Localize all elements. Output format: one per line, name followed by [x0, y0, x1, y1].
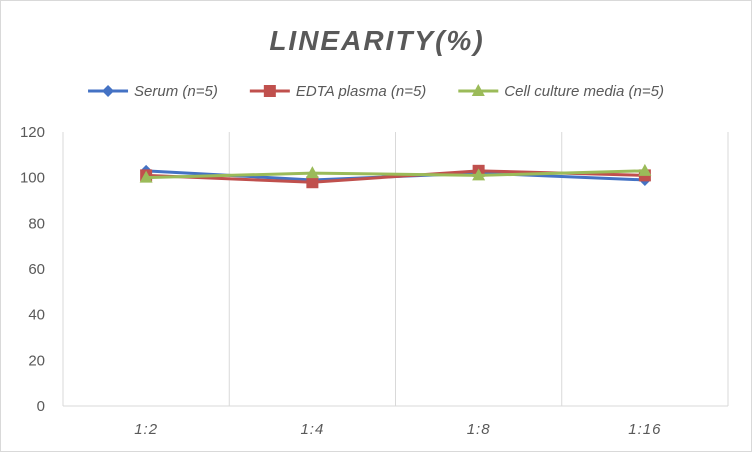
- legend-item-2: EDTA plasma (n=5): [249, 83, 426, 100]
- legend-label: EDTA plasma (n=5): [296, 83, 426, 100]
- legend-item-1: Serum (n=5): [88, 83, 218, 100]
- y-tick-label: 0: [37, 398, 45, 415]
- x-tick-label: 1:4: [300, 421, 324, 438]
- y-tick-label: 40: [28, 307, 45, 324]
- x-tick-label: 1:8: [467, 421, 491, 438]
- y-tick-label: 20: [28, 352, 45, 369]
- series-line: [146, 169, 645, 180]
- legend-marker: [102, 85, 115, 97]
- legend: Serum (n=5) EDTA plasma (n=5) Cell culture…: [88, 83, 664, 100]
- x-tick-label: 1:16: [628, 421, 661, 438]
- y-tick-label: 80: [28, 215, 45, 232]
- y-tick-label: 100: [20, 170, 45, 187]
- legend-label: Serum (n=5): [134, 83, 218, 100]
- x-axis-ticks: 1:2 1:4 1:8 1:16: [134, 421, 661, 438]
- legend-label: Cell culture media (n=5): [504, 83, 664, 100]
- series-3: [139, 163, 652, 183]
- y-tick-label: 60: [28, 261, 45, 278]
- data-point: [472, 168, 486, 181]
- chart-title: LINEARITY(%): [269, 25, 484, 56]
- y-tick-label: 120: [20, 124, 45, 141]
- legend-marker: [471, 84, 485, 96]
- data-point: [306, 176, 319, 189]
- x-tick-label: 1:2: [134, 421, 158, 438]
- data-point: [305, 166, 319, 179]
- series-lines: [139, 163, 652, 189]
- data-point: [638, 163, 652, 176]
- legend-item-3: Cell culture media (n=5): [458, 83, 664, 100]
- data-point: [139, 170, 153, 183]
- legend-marker: [263, 85, 276, 97]
- y-axis-ticks: 0 20 40 60 80 100 120: [20, 124, 45, 415]
